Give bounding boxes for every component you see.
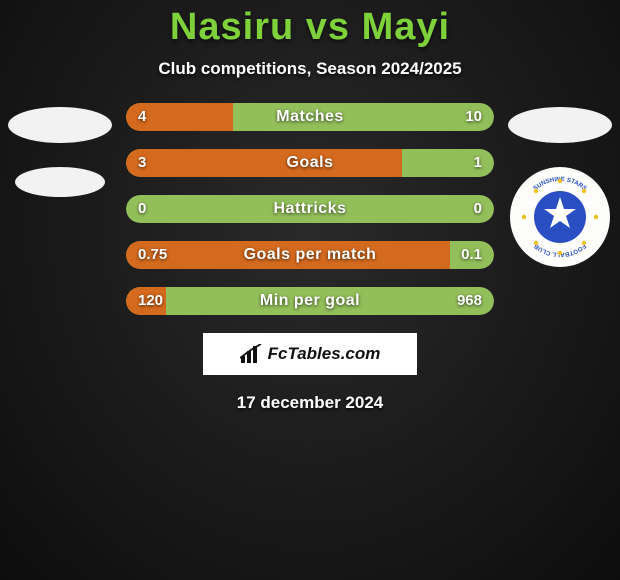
- left-side-column: [0, 103, 120, 197]
- sunshine-stars-logo-icon: SUNSHINE STARS FOOTBALL CLUB: [510, 167, 610, 267]
- subtitle: Club competitions, Season 2024/2025: [158, 59, 461, 79]
- player2-avatar-placeholder: [508, 107, 612, 143]
- stat-bar: 00Hattricks: [126, 195, 494, 223]
- stat-label: Goals: [126, 149, 494, 177]
- stat-label: Hattricks: [126, 195, 494, 223]
- date-text: 17 december 2024: [237, 393, 384, 413]
- right-side-column: SUNSHINE STARS FOOTBALL CLUB: [500, 103, 620, 267]
- brand-box[interactable]: FcTables.com: [203, 333, 417, 375]
- stat-label: Min per goal: [126, 287, 494, 315]
- player1-club-placeholder: [15, 167, 105, 197]
- stats-bars: 410Matches 31Goals 00Hattricks 0.750.1Goals…: [120, 103, 500, 315]
- player1-avatar-placeholder: [8, 107, 112, 143]
- brand-text: FcTables.com: [268, 344, 381, 364]
- stat-bar: 120968Min per goal: [126, 287, 494, 315]
- stat-label: Matches: [126, 103, 494, 131]
- player2-club-logo: SUNSHINE STARS FOOTBALL CLUB: [510, 167, 610, 267]
- stat-bar: 31Goals: [126, 149, 494, 177]
- content: Nasiru vs Mayi Club competitions, Season…: [0, 0, 620, 580]
- main-row: 410Matches 31Goals 00Hattricks 0.750.1Goals…: [0, 103, 620, 315]
- bar-chart-icon: [240, 344, 262, 364]
- stat-bar: 410Matches: [126, 103, 494, 131]
- stat-bar: 0.750.1Goals per match: [126, 241, 494, 269]
- page-title: Nasiru vs Mayi: [170, 6, 450, 49]
- stat-label: Goals per match: [126, 241, 494, 269]
